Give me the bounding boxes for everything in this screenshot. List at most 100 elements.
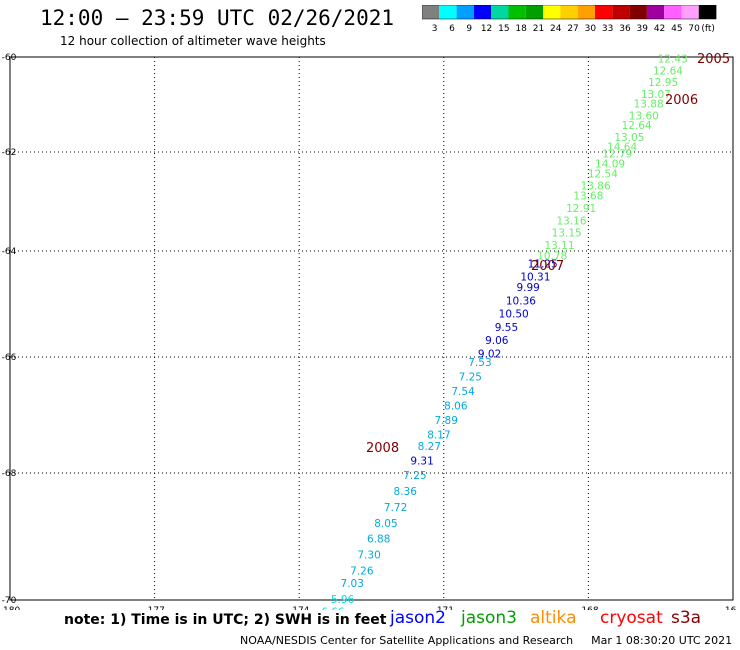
lon-tick-label: -171 xyxy=(434,606,454,610)
legend-label: 27 xyxy=(567,24,578,34)
wave-height-label: 9.06 xyxy=(485,335,509,347)
wave-height-label: 10.36 xyxy=(506,295,536,307)
wave-height-label: 13.60 xyxy=(629,110,659,122)
wave-height-label: 12.79 xyxy=(602,148,632,160)
legend-swatch xyxy=(698,5,717,19)
lat-tick-label: -68 xyxy=(2,469,17,479)
wave-height-label: 13.16 xyxy=(556,215,586,227)
page-subtitle: 12 hour collection of altimeter wave hei… xyxy=(60,34,326,48)
color-legend: 3 6 9 12 15 18 21 24 27 30 33 36 39 42 45 70 (ft) xyxy=(422,5,717,34)
legend-label: 42 xyxy=(654,24,665,34)
wave-height-label: 8.27 xyxy=(418,441,441,453)
wave-height-label: 7.25 xyxy=(403,470,426,482)
wave-height-label: 7.26 xyxy=(350,565,374,577)
lat-tick-label: -66 xyxy=(2,353,17,363)
legend-label: 18 xyxy=(515,24,527,34)
legend-swatch xyxy=(456,5,474,19)
wave-height-label: 8.36 xyxy=(394,486,418,498)
time-label: 2005 xyxy=(697,52,730,67)
wave-height-label: 7.89 xyxy=(435,415,458,427)
legend-unit: (ft) xyxy=(701,24,715,34)
wave-height-label: 8.06 xyxy=(444,400,468,412)
wave-height-label: 13.86 xyxy=(581,181,611,193)
legend-border xyxy=(422,5,717,20)
lon-tick-label: -168 xyxy=(578,606,599,610)
time-label: 2006 xyxy=(665,93,698,108)
legend-label: 24 xyxy=(550,24,562,34)
satellite-jason3: jason3 xyxy=(461,608,517,628)
wave-height-label: 13.07 xyxy=(641,89,671,101)
time-label: 2008 xyxy=(366,441,399,456)
legend-label: 36 xyxy=(619,24,631,34)
wave-height-label: 13.68 xyxy=(573,191,603,203)
wave-height-label: 14.09 xyxy=(595,158,625,170)
timestamp-text: Mar 1 08:30:20 UTC 2021 xyxy=(591,634,733,647)
wave-height-label: 7.54 xyxy=(451,386,475,398)
legend-swatch xyxy=(473,5,492,19)
wave-height-label: 12.43 xyxy=(658,53,688,65)
wave-height-label: 7.03 xyxy=(341,578,364,590)
legend-swatch xyxy=(577,5,595,19)
legend-label: 3 xyxy=(432,24,438,34)
satellite-s3a: s3a xyxy=(671,608,702,628)
wave-height-label: 13.05 xyxy=(614,132,644,144)
wave-height-label: 6.88 xyxy=(367,534,390,546)
legend-swatch xyxy=(629,5,647,19)
legend-label: 30 xyxy=(585,24,597,34)
wave-height-label: 10.78 xyxy=(537,250,567,262)
wave-height-label: 6.66 xyxy=(321,607,345,610)
footer-credit: NOAA/NESDIS Center for Satellite Applica… xyxy=(240,634,732,647)
wave-height-label: 7.53 xyxy=(468,357,491,369)
wave-height-label: 12.95 xyxy=(648,77,678,89)
lat-tick-label: -64 xyxy=(2,247,17,257)
wave-height-label: 7.72 xyxy=(384,502,407,514)
time-label: 2007 xyxy=(531,259,564,274)
lon-tick-label: -16 xyxy=(722,606,737,610)
legend-label: 6 xyxy=(449,24,455,34)
wave-height-map: -180 -177 -174 -171 -168 -16 -60 -62 -64 -66 -68 -7… xyxy=(0,52,737,610)
legend-label: 9 xyxy=(466,24,472,34)
legend-swatch xyxy=(681,5,699,19)
legend-swatch xyxy=(646,5,665,19)
wave-height-label: 14.64 xyxy=(607,141,637,153)
lat-tick-label: -70 xyxy=(2,596,17,606)
wave-height-label: 9.31 xyxy=(410,455,433,467)
wave-height-label: 5.96 xyxy=(331,594,355,606)
credit-text: NOAA/NESDIS Center for Satellite Applica… xyxy=(240,634,574,647)
legend-swatch xyxy=(422,5,440,19)
legend-swatch xyxy=(508,5,526,19)
wave-height-label: 10.31 xyxy=(520,272,550,284)
lon-tick-label: -177 xyxy=(144,606,164,610)
satellite-jason2: jason2 xyxy=(390,608,446,628)
legend-swatch xyxy=(491,5,509,19)
wave-height-label: 12.91 xyxy=(566,203,596,215)
legend-label: 39 xyxy=(637,24,649,34)
wave-height-label: 12.54 xyxy=(588,168,618,180)
legend-label: 70 xyxy=(688,24,700,34)
note-text: note: 1) Time is in UTC; 2) SWH is in fe… xyxy=(64,612,387,628)
legend-label: 21 xyxy=(533,24,544,34)
wave-height-label: 9.99 xyxy=(516,282,539,294)
lat-tick-label: -62 xyxy=(2,148,17,158)
legend-label: 15 xyxy=(498,24,509,34)
lon-tick-label: -180 xyxy=(0,606,20,610)
legend-swatch xyxy=(612,5,630,19)
legend-label: 33 xyxy=(602,24,613,34)
wave-height-label: 7.25 xyxy=(459,371,482,383)
satellite-altika: altika xyxy=(530,608,577,628)
legend-swatch xyxy=(664,5,682,19)
map-frame xyxy=(9,56,734,601)
legend-label: 45 xyxy=(671,24,682,34)
wave-height-label: 11.25 xyxy=(528,258,558,270)
wave-height-label: 12.64 xyxy=(653,65,683,77)
legend-swatch xyxy=(525,5,544,19)
wave-height-label: 8.05 xyxy=(374,518,397,530)
legend-swatch xyxy=(543,5,561,19)
lon-tick-label: -174 xyxy=(289,606,310,610)
wave-height-label: 13.11 xyxy=(544,240,574,252)
wave-height-label: 7.30 xyxy=(357,550,380,562)
page-title: 12:00 – 23:59 UTC 02/26/2021 xyxy=(40,6,395,30)
legend-label: 12 xyxy=(481,24,492,34)
wave-height-label: 13.15 xyxy=(552,228,582,240)
lat-tick-label: -60 xyxy=(2,53,17,63)
